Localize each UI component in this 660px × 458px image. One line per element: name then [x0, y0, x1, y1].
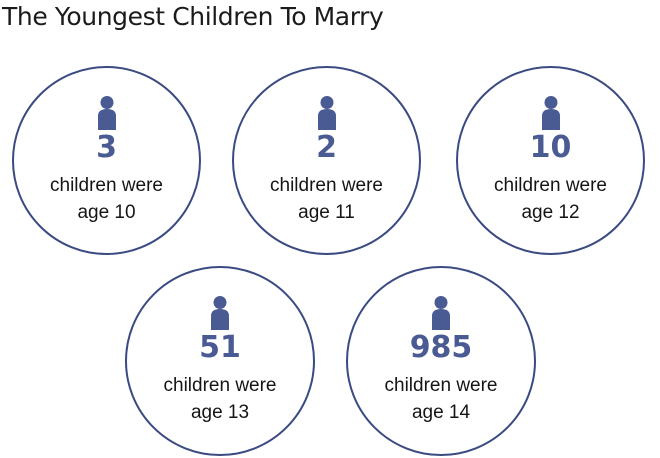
stat-count: 985 — [409, 330, 473, 365]
stat-label: children were — [270, 175, 383, 196]
page-title: The Youngest Children To Marry — [2, 2, 384, 31]
stat-circle-age-14: 985 children were age 14 — [346, 266, 536, 456]
stat-label: children were — [163, 375, 277, 396]
stat-age: age 10 — [77, 202, 136, 223]
stat-age: age 13 — [190, 402, 250, 423]
person-icon — [97, 96, 117, 130]
stat-count: 51 — [199, 330, 241, 365]
stat-count: 10 — [529, 130, 572, 165]
person-icon — [431, 296, 451, 330]
stat-label: children were — [384, 375, 498, 396]
stat-age: age 11 — [298, 202, 355, 223]
stat-age: age 14 — [411, 402, 471, 423]
stat-label: children were — [494, 175, 607, 196]
person-icon — [317, 96, 337, 130]
person-icon — [210, 296, 230, 330]
stat-circle-age-10: 3 children were age 10 — [12, 66, 201, 255]
stat-age: age 12 — [521, 202, 580, 223]
stat-circle-age-12: 10 children were age 12 — [456, 66, 645, 255]
stat-count: 3 — [96, 130, 117, 165]
stat-count: 2 — [316, 130, 337, 165]
stat-circle-age-11: 2 children were age 11 — [232, 66, 421, 255]
person-icon — [541, 96, 561, 130]
stat-label: children were — [50, 175, 163, 196]
stat-circle-age-13: 51 children were age 13 — [125, 266, 315, 456]
